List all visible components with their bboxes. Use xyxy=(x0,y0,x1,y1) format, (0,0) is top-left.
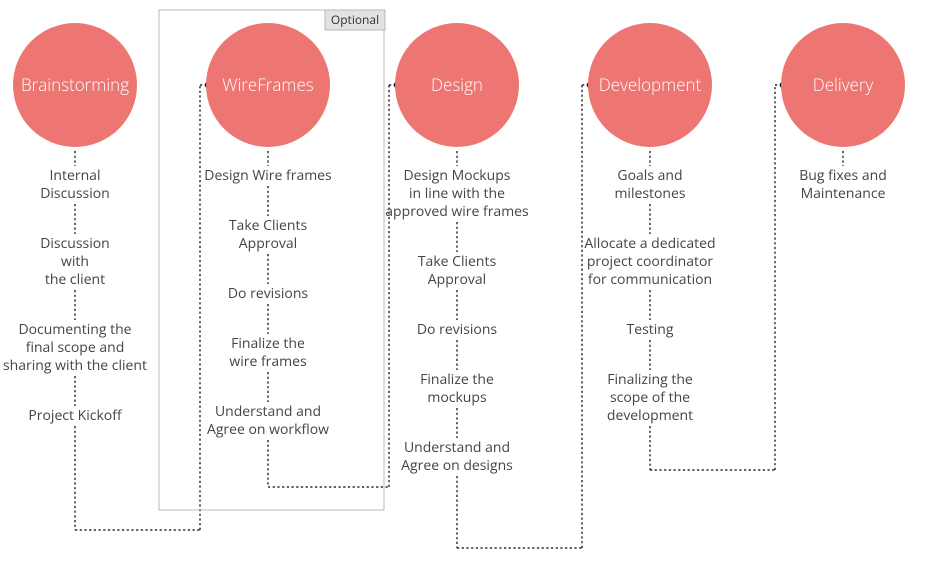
step-text-wireframes-2-0: Do revisions xyxy=(228,284,309,303)
step-text-development-3-0: Finalizing the xyxy=(607,370,693,389)
step-text-design-0-1: in line with the xyxy=(409,184,505,203)
step-text-design-3-1: mockups xyxy=(427,388,487,407)
step-text-design-2-0: Do revisions xyxy=(417,320,498,339)
step-text-development-3-1: scope of the xyxy=(610,388,690,407)
step-text-brainstorming-0-1: Discussion xyxy=(40,184,110,203)
step-text-design-4-0: Understand and xyxy=(404,438,510,457)
step-text-wireframes-3-1: wire frames xyxy=(229,352,307,371)
step-text-wireframes-3-0: Finalize the xyxy=(231,334,305,353)
stage-title-delivery: Delivery xyxy=(813,73,874,96)
step-text-wireframes-4-1: Agree on workflow xyxy=(207,420,329,439)
step-text-design-1-1: Approval xyxy=(428,270,486,289)
step-text-design-1-0: Take Clients xyxy=(418,252,497,271)
step-text-development-1-1: project coordinator xyxy=(587,252,714,271)
step-text-brainstorming-2-1: final scope and xyxy=(26,338,125,357)
step-text-development-2-0: Testing xyxy=(627,320,674,339)
step-text-development-0-1: milestones xyxy=(614,184,685,203)
stage-title-development: Development xyxy=(599,73,702,96)
stage-title-brainstorming: Brainstorming xyxy=(21,73,129,96)
step-text-brainstorming-1-1: with xyxy=(61,252,89,271)
step-text-design-3-0: Finalize the xyxy=(420,370,494,389)
step-text-wireframes-1-1: Approval xyxy=(239,234,297,253)
step-text-brainstorming-1-0: Discussion xyxy=(40,234,110,253)
step-text-brainstorming-1-2: the client xyxy=(45,270,105,289)
step-text-brainstorming-0-0: Internal xyxy=(50,166,101,185)
step-text-design-0-0: Design Mockups xyxy=(404,166,511,185)
step-text-wireframes-4-0: Understand and xyxy=(215,402,321,421)
step-text-delivery-0-1: Maintenance xyxy=(801,184,886,203)
step-text-wireframes-1-0: Take Clients xyxy=(229,216,308,235)
step-text-development-1-0: Allocate a dedicated xyxy=(584,234,715,253)
step-text-delivery-0-0: Bug fixes and xyxy=(799,166,887,185)
stage-title-design: Design xyxy=(431,73,483,96)
step-text-brainstorming-3-0: Project Kickoff xyxy=(28,406,123,425)
step-text-design-4-1: Agree on designs xyxy=(401,456,513,475)
step-text-design-0-2: approved wire frames xyxy=(385,202,529,221)
optional-label: Optional xyxy=(331,11,379,28)
step-text-brainstorming-2-2: sharing with the client xyxy=(3,356,147,375)
step-text-wireframes-0-0: Design Wire frames xyxy=(204,166,332,185)
step-text-brainstorming-2-0: Documenting the xyxy=(18,320,131,339)
stage-title-wireframes: WireFrames xyxy=(222,73,313,96)
step-text-development-1-2: for communication xyxy=(588,270,712,289)
step-text-development-3-2: development xyxy=(607,406,693,425)
step-text-development-0-0: Goals and xyxy=(617,166,682,185)
